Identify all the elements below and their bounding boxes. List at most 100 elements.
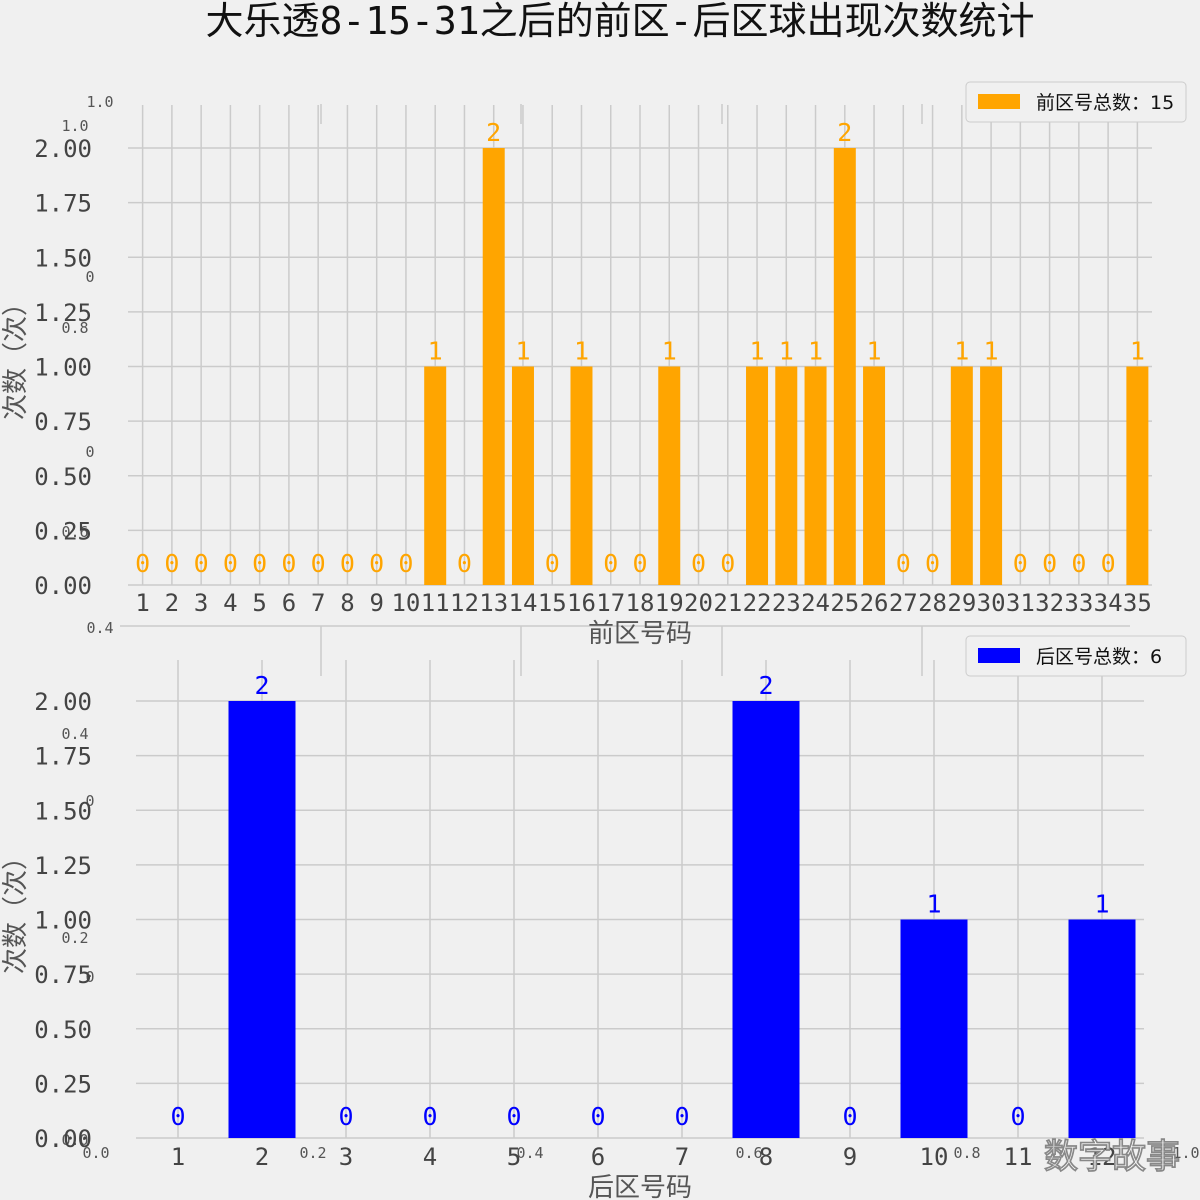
value-label-11: 1 [428, 337, 443, 366]
y-tick-label: 1.75 [34, 743, 92, 771]
x-tick-label-28: 28 [918, 589, 947, 617]
ghost-y-tick-label: 0.4 [86, 619, 113, 637]
x-tick-label-13: 13 [479, 589, 508, 617]
x-tick-label-29: 29 [947, 589, 976, 617]
y-tick-label: 2.00 [34, 135, 92, 163]
y-tick-label: 1.25 [34, 852, 92, 880]
value-label-8: 0 [340, 549, 355, 578]
ghost-x-tick-label: 0.8 [953, 1144, 980, 1162]
x-tick-label-14: 14 [509, 589, 538, 617]
value-label-19: 1 [662, 337, 677, 366]
x-tick-label-11: 11 [421, 589, 450, 617]
y-tick-label: 1.50 [34, 244, 92, 272]
bar-25 [833, 148, 856, 585]
value-label-30: 1 [984, 337, 999, 366]
x-tick-label-20: 20 [684, 589, 713, 617]
x-tick-label-1: 1 [135, 589, 149, 617]
value-label-7: 0 [311, 549, 326, 578]
x-axis-label: 后区号码 [588, 1173, 692, 1200]
back-zone-chart: 0.000.250.500.751.001.251.501.752.000122… [1, 635, 1187, 1200]
x-tick-label-4: 4 [423, 1143, 437, 1171]
value-label-1: 0 [135, 549, 150, 578]
x-tick-label-10: 10 [920, 1143, 949, 1171]
ghost-y-tick-label: 0.8 [61, 319, 88, 337]
value-label-33: 0 [1071, 549, 1086, 578]
y-tick-label: 0.00 [34, 1125, 92, 1153]
bar-26 [863, 366, 886, 585]
x-tick-label-3: 3 [194, 589, 208, 617]
value-label-3: 0 [194, 549, 209, 578]
x-tick-label-9: 9 [843, 1143, 857, 1171]
y-tick-label: 1.00 [34, 907, 92, 935]
x-tick-label-34: 34 [1094, 589, 1123, 617]
x-tick-label-8: 8 [759, 1143, 773, 1171]
ghost-y-tick-label: 0.4 [61, 725, 88, 743]
bar-19 [658, 366, 681, 585]
x-tick-label-26: 26 [860, 589, 889, 617]
value-label-2: 0 [164, 549, 179, 578]
x-tick-label-4: 4 [223, 589, 237, 617]
y-axis-label: 次数（次） [1, 290, 31, 420]
bar-29 [950, 366, 973, 585]
value-label-22: 1 [749, 337, 764, 366]
value-label-27: 0 [896, 549, 911, 578]
value-label-7: 0 [674, 1102, 689, 1131]
value-label-28: 0 [925, 549, 940, 578]
ghost-y-tick-label: 1.0 [86, 93, 113, 111]
y-tick-label: 0.00 [34, 572, 92, 600]
value-label-8: 2 [758, 671, 773, 700]
ghost-x-tick-label: 0.4 [516, 1144, 543, 1162]
value-label-13: 2 [486, 118, 501, 147]
x-tick-label-33: 33 [1064, 589, 1093, 617]
y-tick-label: 1.00 [34, 354, 92, 382]
ghost-y-tick-label: 1.0 [61, 117, 88, 135]
value-label-1: 0 [170, 1102, 185, 1131]
y-tick-label: 0.50 [34, 463, 92, 491]
y-tick-label: 0.25 [34, 517, 92, 545]
legend-swatch [978, 94, 1020, 109]
value-label-6: 0 [281, 549, 296, 578]
ghost-y-tick-label: 0 [85, 268, 94, 286]
x-tick-label-24: 24 [801, 589, 830, 617]
x-tick-label-35: 35 [1123, 589, 1152, 617]
x-tick-label-16: 16 [567, 589, 596, 617]
value-label-35: 1 [1130, 337, 1145, 366]
value-label-21: 0 [720, 549, 735, 578]
legend-swatch [978, 648, 1020, 663]
value-label-12: 1 [1094, 890, 1109, 919]
x-tick-label-15: 15 [538, 589, 567, 617]
x-tick-label-7: 7 [311, 589, 325, 617]
bar-14 [511, 366, 534, 585]
value-label-15: 0 [545, 549, 560, 578]
value-label-31: 0 [1013, 549, 1028, 578]
legend-label: 前区号总数：15 [1036, 92, 1174, 114]
x-tick-label-18: 18 [626, 589, 655, 617]
x-tick-label-5: 5 [252, 589, 266, 617]
value-label-26: 1 [867, 337, 882, 366]
y-tick-label: 0.50 [34, 1016, 92, 1044]
bar-22 [746, 366, 769, 585]
bar-10 [900, 919, 968, 1138]
value-label-12: 0 [457, 549, 472, 578]
x-tick-label-10: 10 [391, 589, 420, 617]
x-tick-label-30: 30 [977, 589, 1006, 617]
y-tick-label: 1.25 [34, 299, 92, 327]
y-axis-label: 次数（次） [1, 844, 31, 974]
ghost-y-tick-label: 0 [85, 968, 94, 986]
value-label-4: 0 [223, 549, 238, 578]
ghost-y-tick-label: 0 [85, 792, 94, 810]
ghost-x-tick-label: 0.2 [299, 1144, 326, 1162]
ghost-x-tick-label: 0.0 [82, 1144, 109, 1162]
x-tick-label-27: 27 [889, 589, 918, 617]
y-tick-label: 0.25 [34, 1070, 92, 1098]
bar-23 [775, 366, 798, 585]
value-label-9: 0 [369, 549, 384, 578]
ghost-y-tick-label: 0 [85, 443, 94, 461]
x-tick-label-32: 32 [1035, 589, 1064, 617]
bar-12 [1068, 919, 1136, 1138]
chart-title: 大乐透8-15-31之后的前区-后区球出现次数统计 [205, 0, 1034, 43]
x-tick-label-6: 6 [282, 589, 296, 617]
x-tick-label-8: 8 [340, 589, 354, 617]
bar-35 [1126, 366, 1149, 585]
y-tick-label: 1.50 [34, 797, 92, 825]
